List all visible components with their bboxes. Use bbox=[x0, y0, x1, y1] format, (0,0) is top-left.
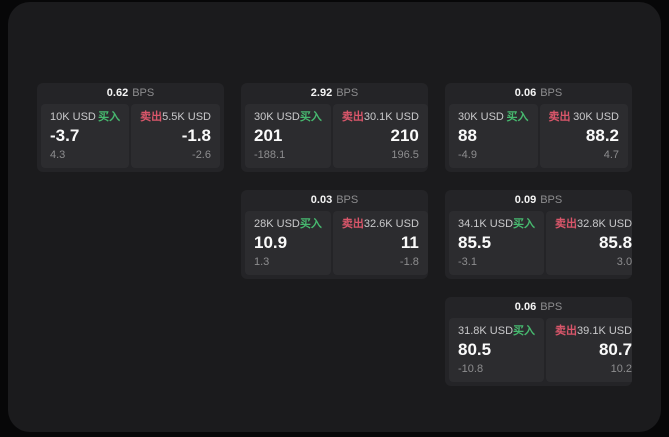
sell-delta: -1.8 bbox=[399, 256, 419, 269]
sell-amount: 32.6K USD bbox=[363, 218, 419, 230]
buy-price: -3.7 bbox=[50, 125, 80, 145]
buy-price: 88 bbox=[458, 125, 477, 145]
sell-panel[interactable]: 卖出 32.6K USD 11 -1.8 bbox=[332, 211, 428, 275]
quote-cards-grid: 0.62 BPS 10K USD 买入 -3.7 4.3 卖出 5.5K USD bbox=[37, 83, 632, 386]
quote-card: 2.92 BPS 30K USD 买入 201 -188.1 卖出 30.1K … bbox=[241, 83, 428, 172]
panels-row: 30K USD 买入 201 -188.1 卖出 30.1K USD 210 1… bbox=[241, 104, 428, 172]
bps-unit-label: BPS bbox=[540, 194, 563, 206]
card-header: 0.03 BPS bbox=[241, 190, 428, 211]
sell-amount: 32.8K USD bbox=[577, 218, 632, 230]
sell-price: 85.8 bbox=[598, 232, 632, 252]
panels-row: 10K USD 买入 -3.7 4.3 卖出 5.5K USD -1.8 -2.… bbox=[37, 104, 224, 172]
sell-panel[interactable]: 卖出 39.1K USD 80.7 10.2 bbox=[546, 318, 632, 382]
sell-side-label: 卖出 bbox=[555, 218, 578, 230]
sell-delta: 3.0 bbox=[616, 256, 632, 269]
quote-card: 0.62 BPS 10K USD 买入 -3.7 4.3 卖出 5.5K USD bbox=[37, 83, 224, 172]
buy-panel[interactable]: 30K USD 买入 201 -188.1 bbox=[245, 104, 331, 168]
bps-value: 0.06 bbox=[514, 301, 537, 313]
buy-price: 201 bbox=[254, 125, 283, 145]
sell-side-label: 卖出 bbox=[341, 218, 364, 230]
buy-delta: -4.9 bbox=[458, 149, 477, 162]
buy-delta: -3.1 bbox=[458, 256, 477, 269]
buy-price: 10.9 bbox=[254, 232, 288, 252]
buy-panel[interactable]: 30K USD 买入 88 -4.9 bbox=[449, 104, 538, 168]
bps-unit-label: BPS bbox=[336, 194, 359, 206]
sell-price: 80.7 bbox=[598, 339, 632, 359]
buy-delta: 4.3 bbox=[50, 149, 66, 162]
sell-side-label: 卖出 bbox=[548, 111, 571, 123]
buy-panel[interactable]: 34.1K USD 买入 85.5 -3.1 bbox=[449, 211, 545, 275]
panels-row: 28K USD 买入 10.9 1.3 卖出 32.6K USD 11 -1.8 bbox=[241, 211, 428, 279]
buy-side-label: 买入 bbox=[98, 111, 121, 123]
buy-panel[interactable]: 28K USD 买入 10.9 1.3 bbox=[245, 211, 331, 275]
sell-amount: 39.1K USD bbox=[577, 325, 632, 337]
sell-delta: 10.2 bbox=[610, 363, 632, 376]
card-header: 0.62 BPS bbox=[37, 83, 224, 104]
sell-delta: 4.7 bbox=[603, 149, 619, 162]
sell-side-label: 卖出 bbox=[140, 111, 163, 123]
buy-side-label: 买入 bbox=[506, 111, 529, 123]
sell-panel[interactable]: 卖出 5.5K USD -1.8 -2.6 bbox=[131, 104, 220, 168]
buy-amount: 30K USD bbox=[254, 111, 300, 123]
sell-price: 11 bbox=[400, 232, 419, 252]
quote-card: 0.03 BPS 28K USD 买入 10.9 1.3 卖出 32.6K US… bbox=[241, 190, 428, 279]
card-header: 0.06 BPS bbox=[445, 297, 632, 318]
buy-side-label: 买入 bbox=[513, 218, 536, 230]
sell-panel[interactable]: 卖出 32.8K USD 85.8 3.0 bbox=[546, 211, 632, 275]
sell-price: 88.2 bbox=[585, 125, 619, 145]
buy-side-label: 买入 bbox=[299, 218, 322, 230]
bps-value: 0.03 bbox=[310, 194, 333, 206]
buy-price: 85.5 bbox=[458, 232, 492, 252]
quote-card: 0.06 BPS 30K USD 买入 88 -4.9 卖出 30K USD bbox=[445, 83, 632, 172]
bps-unit-label: BPS bbox=[540, 301, 563, 313]
buy-side-label: 买入 bbox=[299, 111, 322, 123]
panels-row: 34.1K USD 买入 85.5 -3.1 卖出 32.8K USD 85.8… bbox=[445, 211, 632, 279]
sell-panel[interactable]: 卖出 30.1K USD 210 196.5 bbox=[332, 104, 428, 168]
buy-delta: -188.1 bbox=[254, 149, 286, 162]
buy-delta: 1.3 bbox=[254, 256, 270, 269]
buy-delta: -10.8 bbox=[458, 363, 484, 376]
buy-amount: 31.8K USD bbox=[458, 325, 514, 337]
card-header: 0.09 BPS bbox=[445, 190, 632, 211]
bps-value: 2.92 bbox=[310, 87, 333, 99]
quote-card: 0.09 BPS 34.1K USD 买入 85.5 -3.1 卖出 32.8K… bbox=[445, 190, 632, 279]
panels-row: 31.8K USD 买入 80.5 -10.8 卖出 39.1K USD 80.… bbox=[445, 318, 632, 386]
sell-delta: -2.6 bbox=[192, 149, 211, 162]
buy-amount: 30K USD bbox=[458, 111, 504, 123]
buy-side-label: 买入 bbox=[513, 325, 536, 337]
bps-unit-label: BPS bbox=[540, 87, 563, 99]
sell-amount: 30K USD bbox=[573, 111, 619, 123]
sell-price: -1.8 bbox=[181, 125, 211, 145]
sell-panel[interactable]: 卖出 30K USD 88.2 4.7 bbox=[539, 104, 628, 168]
bps-value: 0.06 bbox=[514, 87, 537, 99]
quote-card: 0.06 BPS 31.8K USD 买入 80.5 -10.8 卖出 39.1… bbox=[445, 297, 632, 386]
bps-value: 0.62 bbox=[106, 87, 129, 99]
buy-amount: 34.1K USD bbox=[458, 218, 514, 230]
sell-price: 210 bbox=[390, 125, 419, 145]
card-header: 0.06 BPS bbox=[445, 83, 632, 104]
sell-amount: 5.5K USD bbox=[162, 111, 211, 123]
buy-amount: 10K USD bbox=[50, 111, 96, 123]
buy-panel[interactable]: 10K USD 买入 -3.7 4.3 bbox=[41, 104, 130, 168]
buy-amount: 28K USD bbox=[254, 218, 300, 230]
sell-side-label: 卖出 bbox=[555, 325, 578, 337]
bps-value: 0.09 bbox=[514, 194, 537, 206]
bps-unit-label: BPS bbox=[132, 87, 155, 99]
sell-delta: 196.5 bbox=[391, 149, 419, 162]
card-header: 2.92 BPS bbox=[241, 83, 428, 104]
sell-side-label: 卖出 bbox=[341, 111, 364, 123]
panels-row: 30K USD 买入 88 -4.9 卖出 30K USD 88.2 4.7 bbox=[445, 104, 632, 172]
buy-price: 80.5 bbox=[458, 339, 492, 359]
app-window: 0.62 BPS 10K USD 买入 -3.7 4.3 卖出 5.5K USD bbox=[8, 2, 661, 432]
sell-amount: 30.1K USD bbox=[363, 111, 419, 123]
bps-unit-label: BPS bbox=[336, 87, 359, 99]
buy-panel[interactable]: 31.8K USD 买入 80.5 -10.8 bbox=[449, 318, 545, 382]
